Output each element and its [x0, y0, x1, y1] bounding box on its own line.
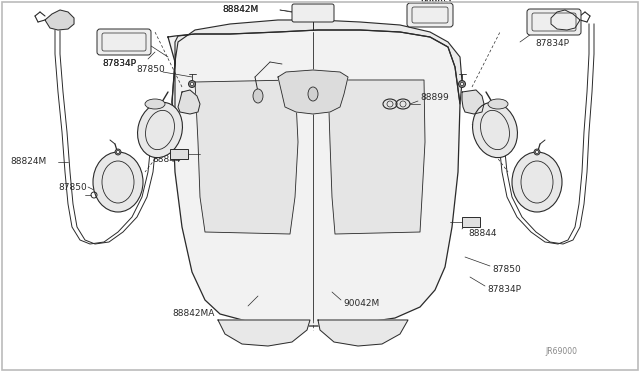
- Text: 87850: 87850: [492, 266, 521, 275]
- Text: 88805J: 88805J: [420, 0, 451, 9]
- Text: 87850: 87850: [136, 65, 164, 74]
- Text: 87834P: 87834P: [487, 285, 521, 295]
- Polygon shape: [218, 320, 310, 346]
- Ellipse shape: [93, 152, 143, 212]
- Ellipse shape: [308, 87, 318, 101]
- Ellipse shape: [461, 83, 463, 86]
- Ellipse shape: [253, 89, 263, 103]
- Text: 88844: 88844: [152, 155, 180, 164]
- Polygon shape: [168, 30, 460, 326]
- Ellipse shape: [488, 99, 508, 109]
- Ellipse shape: [115, 149, 121, 155]
- Polygon shape: [462, 90, 484, 114]
- Bar: [462, 217, 480, 227]
- Polygon shape: [45, 10, 74, 30]
- Polygon shape: [278, 70, 348, 114]
- Text: 88842M: 88842M: [222, 6, 259, 15]
- Ellipse shape: [116, 151, 120, 154]
- Polygon shape: [328, 80, 425, 234]
- Text: 87850: 87850: [58, 183, 87, 192]
- FancyBboxPatch shape: [407, 3, 453, 27]
- FancyBboxPatch shape: [97, 29, 151, 55]
- Polygon shape: [551, 10, 580, 30]
- Polygon shape: [195, 80, 298, 234]
- Ellipse shape: [536, 151, 538, 154]
- Text: 87834P: 87834P: [535, 39, 569, 48]
- Text: 88805J: 88805J: [420, 0, 451, 9]
- Text: JR69000: JR69000: [545, 347, 577, 356]
- Ellipse shape: [145, 99, 165, 109]
- Text: 88844: 88844: [468, 230, 497, 238]
- Ellipse shape: [458, 80, 465, 87]
- Text: 87834P: 87834P: [102, 60, 136, 68]
- Text: 88824M: 88824M: [10, 157, 46, 167]
- Ellipse shape: [191, 83, 193, 86]
- Text: 88899: 88899: [420, 93, 449, 103]
- Bar: [170, 149, 188, 159]
- Polygon shape: [178, 90, 200, 114]
- Text: 88842M: 88842M: [222, 6, 259, 15]
- FancyBboxPatch shape: [292, 4, 334, 22]
- Text: 90042M: 90042M: [343, 299, 380, 308]
- Text: 87834P: 87834P: [102, 60, 136, 68]
- Ellipse shape: [512, 152, 562, 212]
- Text: 88842MA: 88842MA: [172, 310, 214, 318]
- Ellipse shape: [138, 102, 182, 158]
- Ellipse shape: [534, 149, 540, 155]
- Ellipse shape: [472, 102, 518, 158]
- Polygon shape: [318, 320, 408, 346]
- Polygon shape: [172, 20, 462, 122]
- FancyBboxPatch shape: [527, 9, 581, 35]
- Ellipse shape: [189, 80, 195, 87]
